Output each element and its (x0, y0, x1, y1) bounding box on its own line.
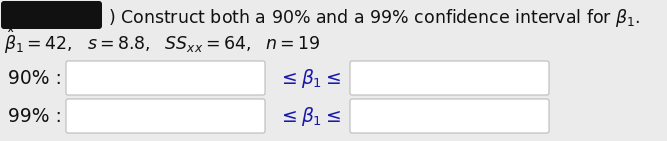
FancyBboxPatch shape (1, 1, 102, 29)
Text: $\leq \beta_1 \leq$: $\leq \beta_1 \leq$ (278, 104, 342, 127)
FancyBboxPatch shape (66, 61, 265, 95)
Text: 99% :: 99% : (8, 106, 62, 125)
FancyBboxPatch shape (350, 99, 549, 133)
Text: 90% :: 90% : (8, 69, 62, 88)
Text: $\leq \beta_1 \leq$: $\leq \beta_1 \leq$ (278, 67, 342, 90)
Text: ) Construct both a 90% and a 99% confidence interval for $\beta_1$.: ) Construct both a 90% and a 99% confide… (108, 7, 640, 29)
FancyBboxPatch shape (350, 61, 549, 95)
Text: $\hat{\beta}_1 = 42,\ \ s = 8.8,\ \ SS_{xx} = 64,\ \ n = 19$: $\hat{\beta}_1 = 42,\ \ s = 8.8,\ \ SS_{… (4, 28, 321, 56)
FancyBboxPatch shape (66, 99, 265, 133)
